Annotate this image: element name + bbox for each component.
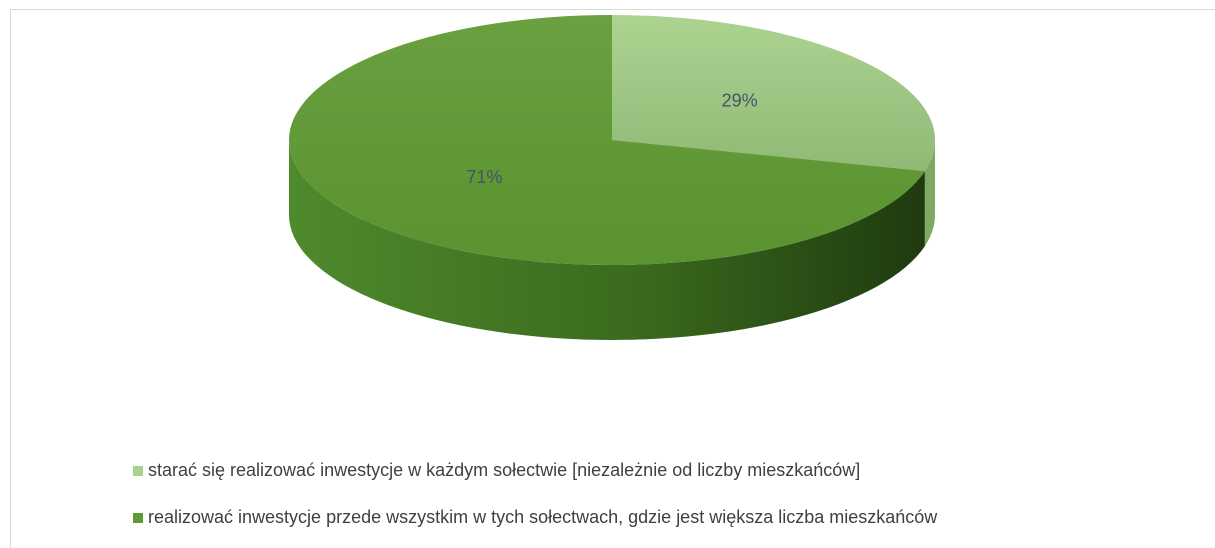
chart-frame <box>10 9 1215 548</box>
data-label: 71% <box>466 167 502 187</box>
legend-swatch <box>133 466 143 476</box>
data-label: 29% <box>722 90 758 110</box>
legend-label: starać się realizować inwestycje w każdy… <box>148 460 860 480</box>
slice <box>612 15 936 172</box>
legend-swatch <box>133 513 143 523</box>
legend-label: realizować inwestycje przede wszystkim w… <box>148 507 938 527</box>
slice-side <box>289 140 925 341</box>
slice <box>289 15 925 266</box>
slice-side <box>924 140 935 247</box>
